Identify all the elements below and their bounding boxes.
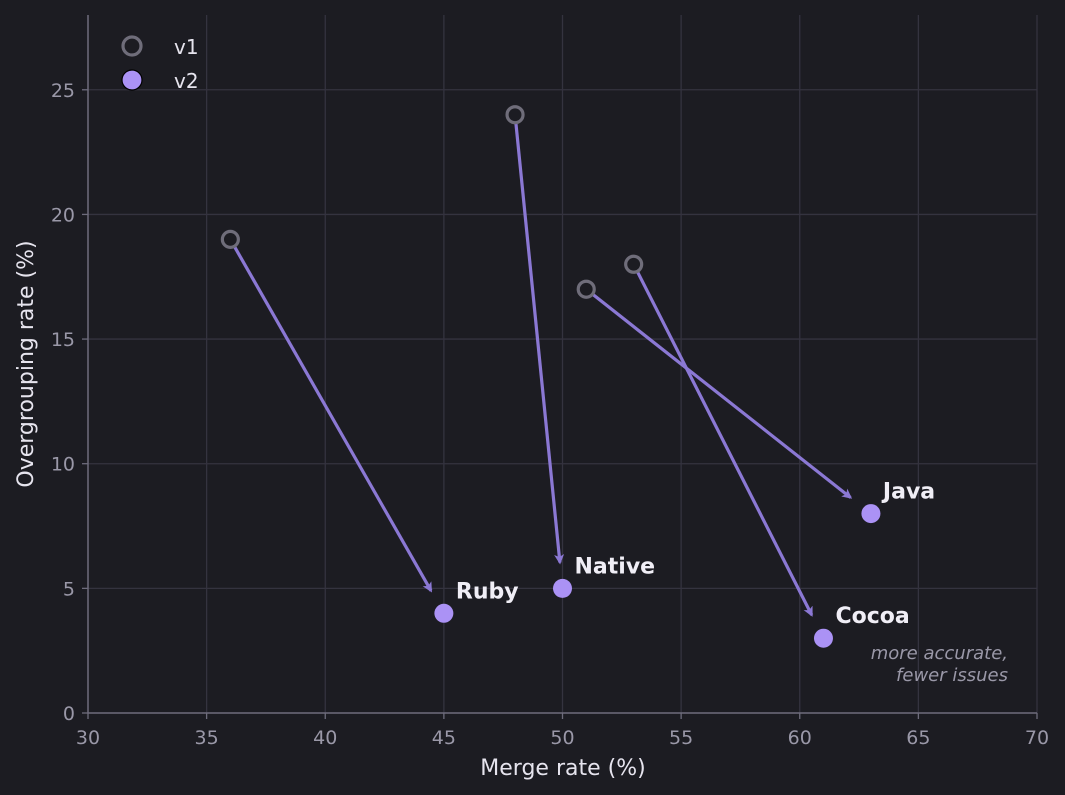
- point-label-java: Java: [881, 480, 935, 505]
- arrow-cocoa: [636, 271, 814, 617]
- legend-v1-marker: [121, 35, 143, 57]
- v1-point-ruby: [220, 229, 240, 249]
- x-tick-label: 55: [669, 727, 693, 749]
- point-label-native: Native: [575, 554, 656, 579]
- y-axis-title: Overgrouping rate (%): [14, 240, 39, 487]
- v2-point-native: [553, 578, 572, 598]
- v1-point-cocoa: [624, 254, 644, 274]
- x-tick-label: 60: [788, 727, 812, 749]
- v2-point-java: [861, 504, 881, 524]
- v1-point-java: [576, 279, 596, 299]
- x-tick-label: 30: [76, 727, 100, 749]
- annotation-line-2: fewer issues: [896, 665, 1008, 686]
- axes: 30 35 40 45 50 55 60 65 70 0 5 10 15 20 25: [51, 15, 1049, 749]
- x-tick-label: 40: [313, 727, 337, 749]
- y-tick-label: 20: [51, 204, 75, 226]
- legend-v2-marker: [121, 69, 143, 91]
- x-tick-label: 70: [1025, 727, 1049, 749]
- x-axis-title: Merge rate (%): [480, 756, 645, 781]
- point-label-cocoa: Cocoa: [835, 604, 909, 629]
- y-tick-label: 0: [63, 703, 75, 725]
- legend-v1-label: v1: [174, 35, 199, 59]
- v2-point-cocoa: [813, 628, 833, 648]
- x-tick-label: 45: [432, 727, 456, 749]
- x-tick-label: 65: [906, 727, 930, 749]
- arrow-java: [592, 293, 853, 499]
- series-v2: Ruby Native Java Cocoa: [434, 480, 935, 648]
- annotation-line-1: more accurate,: [871, 643, 1008, 664]
- y-tick-label: 10: [51, 454, 75, 476]
- arrow-ruby: [233, 246, 433, 593]
- arrow-native: [514, 123, 565, 565]
- arrows: [233, 123, 853, 617]
- v2-point-ruby: [434, 603, 454, 623]
- series-v1: [220, 105, 644, 299]
- x-tick-label: 35: [195, 727, 219, 749]
- legend-v2-label: v2: [174, 69, 199, 93]
- point-label-ruby: Ruby: [456, 579, 519, 604]
- y-tick-label: 5: [63, 578, 75, 600]
- y-tick-label: 25: [51, 80, 75, 102]
- x-tick-label: 50: [550, 727, 574, 749]
- y-tick-label: 15: [51, 329, 75, 351]
- v1-point-native: [505, 105, 525, 125]
